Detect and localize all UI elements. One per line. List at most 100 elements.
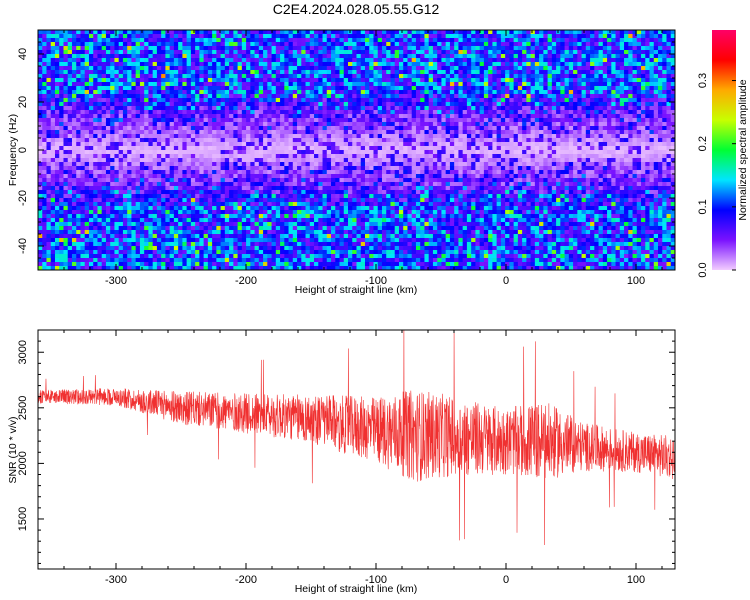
- spectrogram-cell: [598, 126, 604, 131]
- spectrogram-cell: [292, 138, 298, 143]
- spectrogram-cell: [513, 154, 519, 159]
- spectrogram-cell: [322, 118, 328, 123]
- spectrogram-cell: [577, 58, 582, 63]
- spectrogram-cell: [63, 102, 69, 107]
- spectrogram-cell: [666, 62, 672, 67]
- spectrogram-cell: [403, 54, 408, 59]
- spectrogram-cell: [577, 142, 582, 147]
- spectrogram-cell: [246, 94, 251, 99]
- spectrogram-cell: [105, 118, 111, 123]
- spectrogram-cell: [46, 46, 52, 51]
- spectrogram-cell: [199, 54, 205, 59]
- spectrogram-cell: [517, 134, 523, 139]
- spectrogram-cell: [178, 90, 183, 95]
- spectrogram-cell: [101, 118, 107, 123]
- spectrogram-cell: [182, 82, 188, 87]
- spectrogram-cell: [666, 110, 672, 115]
- spectrogram-cell: [190, 150, 196, 155]
- spectrogram-cell: [258, 114, 264, 119]
- spectrogram-cell: [203, 66, 209, 71]
- spectrogram-cell: [67, 154, 73, 159]
- spectrogram-cell: [88, 38, 94, 43]
- spectrogram-cell: [250, 106, 255, 111]
- spectrogram-cell: [547, 54, 553, 59]
- spectrogram-cell: [241, 38, 247, 43]
- spectrogram-cell: [258, 70, 264, 75]
- spectrogram-cell: [127, 118, 132, 123]
- spectrogram-cell: [653, 150, 659, 155]
- spectrogram-cell: [560, 42, 565, 47]
- spectrogram-cell: [454, 142, 459, 147]
- spectrogram-cell: [424, 146, 430, 151]
- spectrogram-cell: [662, 70, 667, 75]
- spectrogram-cell: [492, 78, 498, 83]
- spectrogram-cell: [173, 82, 179, 87]
- spectrogram-cell: [212, 82, 217, 87]
- spectrogram-cell: [483, 62, 489, 67]
- spectrogram-cell: [526, 42, 532, 47]
- spectrogram-cell: [441, 38, 447, 43]
- spectrogram-cell: [394, 110, 400, 115]
- spectrogram-cell: [462, 150, 468, 155]
- spectrogram-cell: [432, 122, 438, 127]
- spectrogram-cell: [335, 138, 340, 143]
- spectrogram-cell: [80, 62, 86, 67]
- spectrogram-cell: [420, 86, 425, 91]
- spectrogram-cell: [165, 162, 171, 167]
- spectrogram-cell: [564, 106, 570, 111]
- spectrogram-cell: [63, 30, 69, 35]
- spectrogram-cell: [67, 146, 73, 151]
- spectrogram-cell: [611, 130, 616, 135]
- spectrogram-cell: [551, 62, 557, 67]
- spectrogram-cell: [178, 122, 183, 127]
- spectrogram-cell: [199, 78, 205, 83]
- spectrogram-cell: [649, 142, 655, 147]
- spectrogram-cell: [250, 90, 255, 95]
- spectrogram-cell: [335, 62, 340, 67]
- spectrogram-cell: [63, 126, 69, 131]
- spectrogram-cell: [488, 146, 493, 151]
- spectrogram-cell: [292, 126, 298, 131]
- spectrogram-cell: [441, 110, 447, 115]
- spectrogram-cell: [38, 90, 43, 95]
- spectrogram-cell: [496, 158, 502, 163]
- spectrogram-cell: [415, 42, 421, 47]
- spectrogram-cell: [101, 46, 107, 51]
- spectrogram-cell: [398, 122, 404, 127]
- spectrogram-cell: [165, 38, 171, 43]
- spectrogram-cell: [462, 50, 468, 55]
- spectrogram-cell: [139, 98, 145, 103]
- spectrogram-cell: [190, 74, 196, 79]
- spectrogram-cell: [190, 134, 196, 139]
- spectrogram-cell: [199, 106, 205, 111]
- spectrogram-cell: [509, 106, 515, 111]
- spectrogram-cell: [411, 58, 417, 63]
- spectrogram-cell: [271, 86, 277, 91]
- spectrogram-cell: [653, 66, 659, 71]
- spectrogram-cell: [530, 110, 536, 115]
- spectrogram-cell: [110, 126, 115, 131]
- spectrogram-cell: [224, 106, 230, 111]
- spectrogram-cell: [288, 62, 294, 67]
- spectrogram-cell: [203, 138, 209, 143]
- spectrogram-cell: [602, 70, 608, 75]
- spectrogram-cell: [611, 38, 616, 43]
- spectrogram-cell: [649, 58, 655, 63]
- spectrogram-cell: [207, 134, 213, 139]
- spectrogram-cell: [458, 130, 464, 135]
- spectrogram-cell: [585, 114, 591, 119]
- spectrogram-cell: [101, 66, 107, 71]
- spectrogram-cell: [543, 30, 548, 35]
- spectrogram-cell: [271, 98, 277, 103]
- spectrogram-cell: [280, 54, 285, 59]
- spectrogram-cell: [602, 110, 608, 115]
- spectrogram-cell: [267, 138, 272, 143]
- spectrogram-cell: [322, 110, 328, 115]
- spectrogram-cell: [161, 114, 166, 119]
- spectrogram-cell: [607, 114, 612, 119]
- spectrogram-cell: [122, 130, 128, 135]
- spectrogram-cell: [458, 102, 464, 107]
- spectrogram-cell: [152, 142, 158, 147]
- spectrogram-cell: [280, 66, 285, 71]
